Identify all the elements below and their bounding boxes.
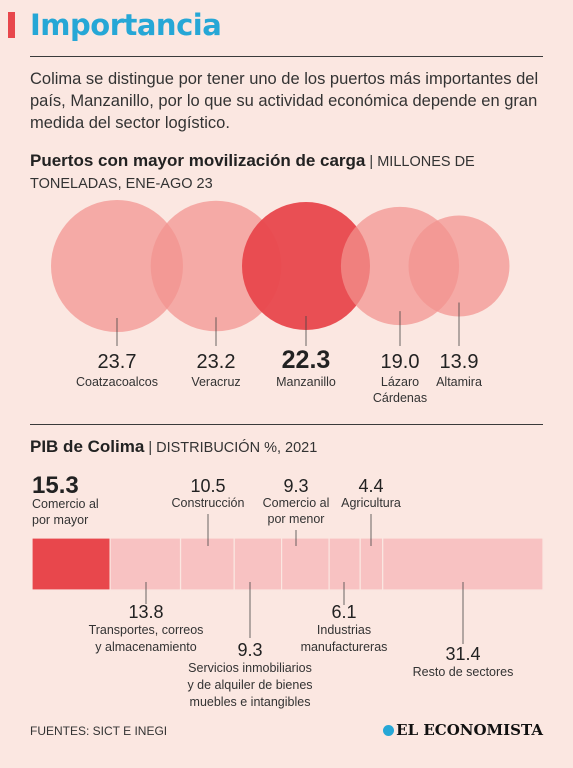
bar-segment-4 bbox=[281, 537, 330, 591]
ports-chart-heading: Puertos con mayor movilización de carga … bbox=[30, 150, 545, 195]
ports-bubble-chart: 23.7 Coatzacoalcos 23.2 Veracruz 22.3Manzani… bbox=[51, 200, 510, 405]
bubble-4 bbox=[408, 215, 510, 317]
bar-value-label: 6.1 bbox=[331, 602, 356, 622]
source-note: FUENTES: SICT E INEGI bbox=[30, 724, 168, 738]
logo-text: EL ECONOMISTA bbox=[396, 721, 543, 739]
bubble-category-label: Coatzacoalcos bbox=[76, 375, 158, 389]
bar-category-label: y almacenamiento bbox=[95, 640, 196, 654]
bubble-category-label: Lázaro bbox=[381, 375, 419, 389]
bubble-1 bbox=[150, 200, 282, 332]
bubble-category-label: Altamira bbox=[436, 375, 482, 389]
publisher-logo: EL ECONOMISTA bbox=[383, 721, 543, 739]
gdp-chart-unit: DISTRIBUCIÓN %, 2021 bbox=[156, 440, 318, 456]
bar-value-label: 31.4 bbox=[445, 644, 480, 664]
heading-separator: | bbox=[148, 440, 157, 456]
bar-category-label: Agricultura bbox=[341, 496, 401, 510]
gdp-chart-heading: PIB de Colima | DISTRIBUCIÓN %, 2021 bbox=[30, 436, 545, 459]
bar-value-label: 9.3 bbox=[237, 640, 262, 660]
bar-category-label: Comercio al bbox=[32, 497, 99, 511]
bubble-2 bbox=[242, 202, 370, 330]
page-title: Importancia bbox=[30, 8, 222, 42]
bar-category-label: Transportes, correos bbox=[89, 623, 204, 637]
bar-category-label: Comercio al bbox=[263, 496, 330, 510]
bar-category-label: por menor bbox=[268, 512, 325, 526]
bar-segment-2 bbox=[180, 537, 235, 591]
section-divider bbox=[30, 424, 543, 425]
bubble-value-label: 22.3 bbox=[282, 346, 331, 374]
bar-category-label: por mayor bbox=[32, 513, 88, 527]
bar-segment-3 bbox=[233, 537, 283, 591]
gdp-chart-title: PIB de Colima bbox=[30, 437, 145, 456]
heading-separator: | bbox=[369, 154, 378, 170]
bubble-0 bbox=[51, 200, 183, 332]
intro-text: Colima se distingue por tener uno de los… bbox=[30, 70, 539, 132]
bar-category-label: Construcción bbox=[172, 496, 245, 510]
bubble-category-label: Cárdenas bbox=[373, 391, 427, 405]
bar-segment-7 bbox=[382, 537, 544, 591]
bar-category-label: manufactureras bbox=[301, 640, 388, 654]
bubble-value-label: 13.9 bbox=[440, 351, 479, 373]
ports-chart-title: Puertos con mayor movilización de carga bbox=[30, 151, 366, 170]
bar-value-label: 15.3 bbox=[32, 472, 79, 499]
logo-icon bbox=[383, 725, 395, 736]
bar-value-label: 10.5 bbox=[190, 476, 225, 496]
bubble-value-label: 23.2 bbox=[197, 351, 236, 373]
bar-category-label: y de alquiler de bienes bbox=[187, 678, 312, 692]
bar-segment-1 bbox=[109, 537, 182, 591]
bar-category-label: Industrias bbox=[317, 623, 371, 637]
ports-chart-unit: MILLONES DE TONELADAS, ENE-AGO 23 bbox=[30, 154, 475, 192]
bubble-value-label: 23.7 bbox=[98, 351, 137, 373]
bubble-category-label: Veracruz bbox=[191, 375, 240, 389]
bar-category-label: muebles e intangibles bbox=[190, 695, 311, 709]
bubble-category-label: Manzanillo bbox=[276, 375, 336, 389]
bar-value-label: 4.4 bbox=[358, 476, 383, 496]
bar-segment-6 bbox=[359, 537, 384, 591]
bar-segment-5 bbox=[328, 537, 361, 591]
accent-bar bbox=[8, 12, 15, 38]
bar-category-label: Servicios inmobiliarios bbox=[188, 661, 312, 675]
bar-segment-0 bbox=[31, 537, 111, 591]
bar-value-label: 9.3 bbox=[283, 476, 308, 496]
bar-value-label: 13.8 bbox=[128, 602, 163, 622]
bubble-value-label: 19.0 bbox=[381, 351, 420, 373]
title-divider bbox=[30, 56, 543, 57]
bar-category-label: Resto de sectores bbox=[413, 665, 514, 679]
